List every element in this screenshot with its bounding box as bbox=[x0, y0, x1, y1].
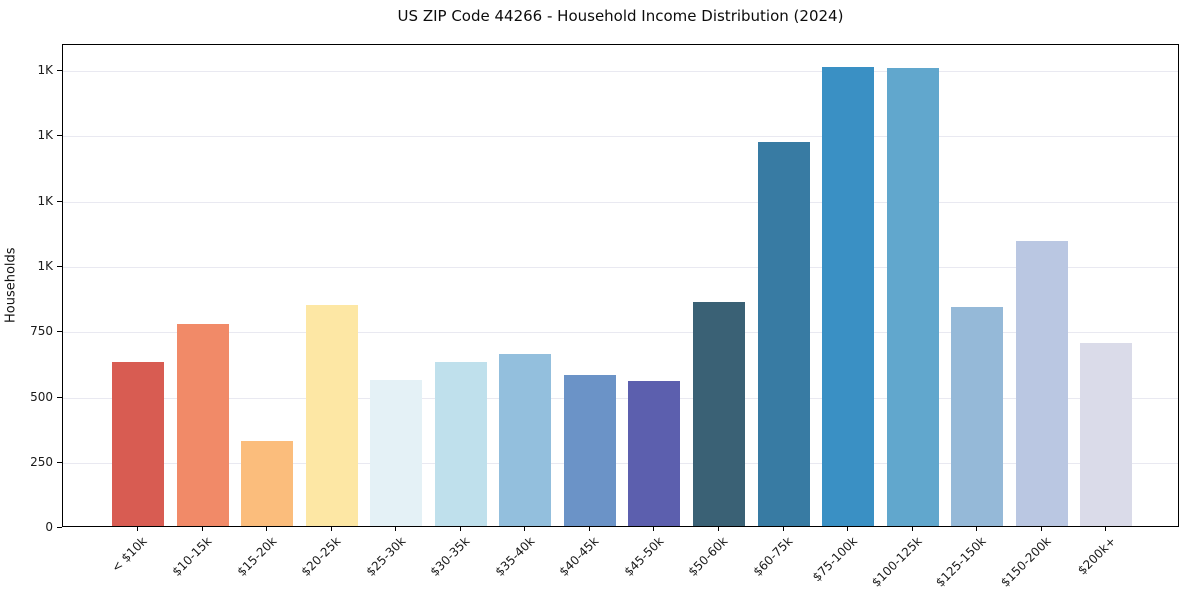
x-tick-label: $100-125k bbox=[868, 534, 925, 590]
bar bbox=[499, 353, 552, 526]
x-tick-mark bbox=[1105, 527, 1107, 531]
bar bbox=[757, 142, 810, 526]
x-tick-mark bbox=[524, 527, 526, 531]
x-tick-mark bbox=[782, 527, 784, 531]
bar bbox=[176, 323, 229, 526]
bar bbox=[370, 379, 423, 526]
chart-title: US ZIP Code 44266 - Household Income Dis… bbox=[397, 7, 844, 25]
x-tick-label: $10-15k bbox=[169, 534, 215, 579]
bar bbox=[241, 441, 294, 526]
x-tick-mark bbox=[201, 527, 203, 531]
x-tick-label: $40-45k bbox=[556, 534, 602, 579]
x-tick-mark bbox=[137, 527, 138, 531]
gridline bbox=[63, 71, 1178, 73]
x-tick-label: $30-35k bbox=[427, 534, 473, 579]
x-tick-label: $15-20k bbox=[234, 534, 279, 579]
x-tick-mark bbox=[653, 527, 655, 531]
bar bbox=[434, 361, 487, 526]
x-tick-mark bbox=[911, 527, 913, 531]
gridline bbox=[63, 136, 1178, 138]
gridline bbox=[63, 332, 1178, 334]
gridline bbox=[63, 397, 1178, 399]
y-tick-mark bbox=[57, 527, 62, 528]
bar bbox=[1080, 343, 1133, 526]
x-tick-label: $50-60k bbox=[685, 534, 731, 579]
x-tick-mark bbox=[266, 527, 268, 531]
bar bbox=[692, 301, 745, 526]
gridline bbox=[63, 201, 1178, 203]
x-tick-mark bbox=[847, 527, 848, 531]
x-tick-mark bbox=[1040, 527, 1042, 531]
x-tick-mark bbox=[459, 527, 461, 531]
bar bbox=[563, 374, 616, 526]
x-tick-mark bbox=[330, 527, 332, 531]
x-tick-label: < $10k bbox=[109, 534, 150, 575]
x-tick-label: $60-75k bbox=[750, 534, 796, 579]
bar bbox=[822, 66, 874, 526]
x-tick-mark bbox=[717, 527, 719, 531]
x-tick-mark bbox=[395, 527, 397, 531]
x-tick-label: $150-200k bbox=[997, 534, 1054, 590]
x-tick-label: $25-30k bbox=[363, 534, 409, 579]
x-tick-mark bbox=[588, 527, 590, 531]
y-axis-label: Households bbox=[3, 247, 19, 324]
x-tick-label: $35-40k bbox=[492, 534, 538, 579]
x-tick-mark bbox=[976, 527, 978, 531]
x-tick-label: $125-150k bbox=[933, 534, 989, 590]
gridline bbox=[63, 462, 1178, 464]
x-tick-label: $45-50k bbox=[621, 534, 667, 579]
gridline bbox=[63, 266, 1178, 268]
bar bbox=[112, 361, 164, 526]
x-tick-label: $75-100k bbox=[809, 534, 860, 585]
bar bbox=[305, 305, 358, 526]
bar bbox=[951, 306, 1004, 526]
bar bbox=[628, 381, 681, 526]
x-tick-label: $200k+ bbox=[1074, 534, 1119, 578]
bar bbox=[1015, 241, 1068, 526]
x-tick-label: $20-25k bbox=[298, 534, 344, 579]
bar bbox=[886, 67, 939, 526]
plot-area bbox=[62, 44, 1179, 527]
